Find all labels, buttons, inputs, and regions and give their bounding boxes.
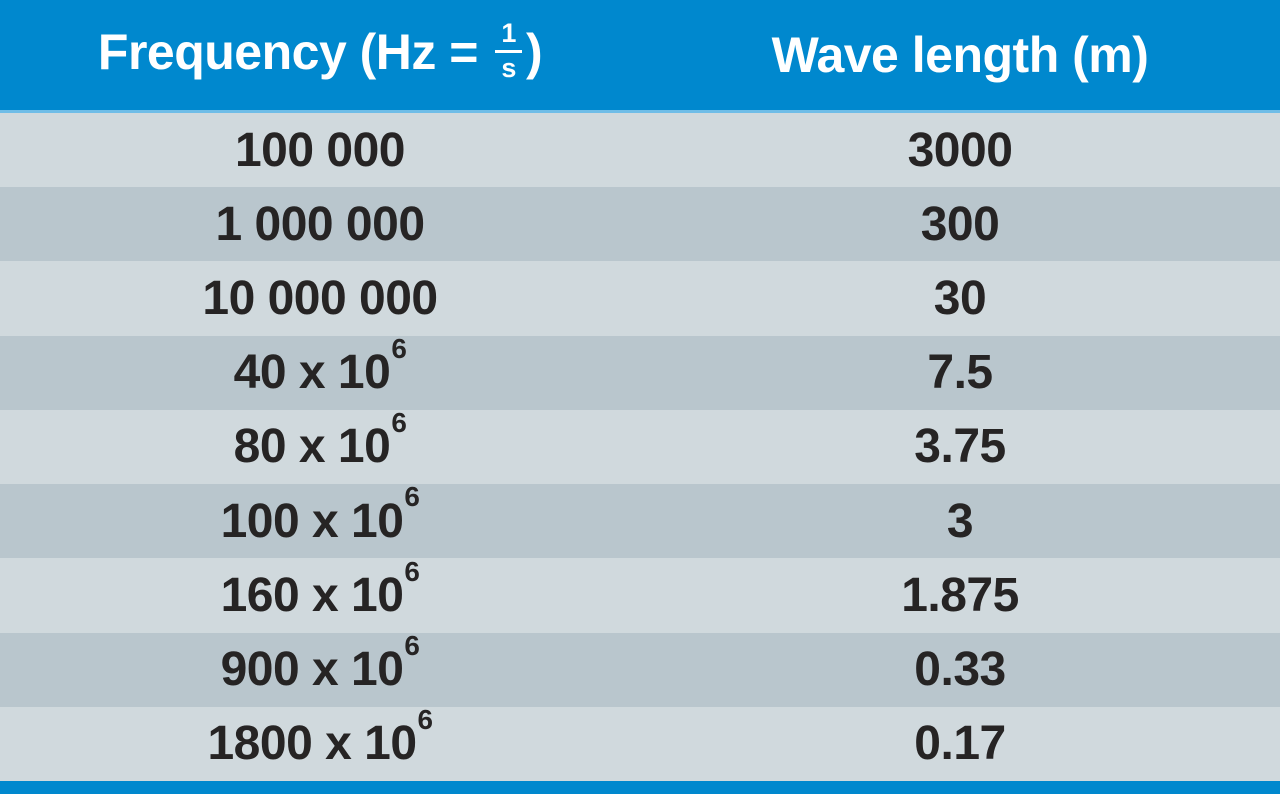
exponent: 6 xyxy=(404,558,420,587)
exponent: 6 xyxy=(417,706,433,735)
table-header-row: Frequency (Hz = 1 s) Wave length (m) xyxy=(0,0,1280,113)
wavelength-cell: 7.5 xyxy=(640,336,1280,410)
table-row: 900 x 106 0.33 xyxy=(0,632,1280,707)
header-cell-wavelength: Wave length (m) xyxy=(640,0,1280,110)
frequency-cell: 100 000 xyxy=(0,113,640,187)
frequency-cell: 900 x 106 xyxy=(0,633,640,707)
table-row: 1800 x 106 0.17 xyxy=(0,706,1280,781)
header-frequency-prefix: Frequency (Hz = xyxy=(97,24,492,81)
wavelength-cell: 0.17 xyxy=(640,707,1280,781)
wavelength-value: 0.17 xyxy=(914,717,1006,771)
exponent: 6 xyxy=(391,409,407,439)
frequency-value: 100 000 xyxy=(234,123,406,177)
wavelength-value: 7.5 xyxy=(927,346,993,400)
frequency-value: 100 x 106 xyxy=(221,484,420,549)
frequency-cell: 40 x 106 xyxy=(0,336,640,410)
frequency-cell: 160 x 106 xyxy=(0,558,640,632)
table-row: 160 x 106 1.875 xyxy=(0,558,1280,633)
frequency-value: 40 x 106 xyxy=(234,336,407,400)
wavelength-value: 3000 xyxy=(907,123,1013,177)
wavelength-cell: 1.875 xyxy=(640,558,1280,632)
table-row: 1 000 000 300 xyxy=(0,187,1280,262)
header-frequency-suffix: ) xyxy=(525,24,543,81)
table-row: 80 x 106 3.75 xyxy=(0,409,1280,485)
wavelength-cell: 3000 xyxy=(640,113,1280,187)
wavelength-cell: 3 xyxy=(640,484,1280,558)
table-row: 100 000 3000 xyxy=(0,113,1280,188)
wavelength-value: 3 xyxy=(946,494,974,548)
frequency-value: 1 000 000 xyxy=(215,197,425,251)
frequency-value: 80 x 106 xyxy=(234,410,407,474)
frequency-value: 1800 x 106 xyxy=(207,707,433,771)
exponent: 6 xyxy=(391,335,407,364)
frequency-cell: 80 x 106 xyxy=(0,410,640,484)
table-row: 40 x 106 7.5 xyxy=(0,335,1280,410)
frequency-cell: 100 x 106 xyxy=(0,484,640,558)
wavelength-value: 3.75 xyxy=(914,420,1006,474)
fraction-numerator: 1 xyxy=(495,19,522,53)
wavelength-value: 30 xyxy=(933,272,987,326)
wavelength-cell: 300 xyxy=(640,187,1280,261)
frequency-cell: 10 000 000 xyxy=(0,261,640,335)
wavelength-value: 300 xyxy=(920,197,1000,251)
header-wavelength-label: Wave length (m) xyxy=(771,27,1149,83)
header-frequency-label: Frequency (Hz = 1 s) xyxy=(97,19,543,87)
fraction-denominator: s xyxy=(501,52,516,83)
frequency-cell: 1 000 000 xyxy=(0,187,640,261)
bottom-accent-bar xyxy=(0,781,1280,794)
frequency-value: 900 x 106 xyxy=(221,633,420,697)
exponent: 6 xyxy=(404,484,420,513)
header-cell-frequency: Frequency (Hz = 1 s) xyxy=(0,0,640,110)
wavelength-value: 0.33 xyxy=(914,643,1006,697)
frequency-value: 160 x 106 xyxy=(221,558,420,623)
frequency-value: 10 000 000 xyxy=(202,272,438,326)
wavelength-cell: 0.33 xyxy=(640,633,1280,707)
wavelength-value: 1.875 xyxy=(901,568,1019,622)
wavelength-cell: 30 xyxy=(640,261,1280,335)
table-row: 10 000 000 30 xyxy=(0,261,1280,336)
wavelength-cell: 3.75 xyxy=(640,410,1280,484)
frequency-cell: 1800 x 106 xyxy=(0,707,640,781)
table-row: 100 x 106 3 xyxy=(0,484,1280,559)
table-body: 100 000 3000 1 000 000 300 10 000 000 30 40 x … xyxy=(0,113,1280,781)
exponent: 6 xyxy=(404,632,420,661)
